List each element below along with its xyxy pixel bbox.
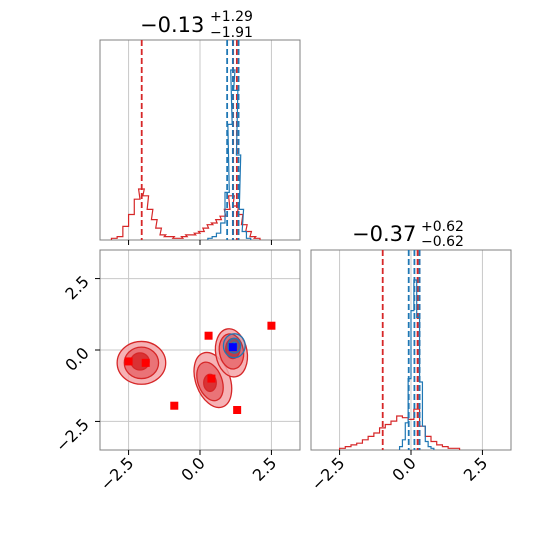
marker-square [141, 358, 150, 367]
histogram-panel-param-1 [99, 39, 301, 245]
x-tick-label: −2.5 [96, 453, 137, 494]
x-tick-label: 0.0 [388, 453, 419, 484]
hist-1-title-sub: −1.91 [210, 25, 253, 41]
hist-2-title-sup: +0.62 [421, 219, 464, 235]
x-tick-label: 0.0 [177, 453, 208, 484]
contour-panel-param-1-vs-2: −2.5 0.0 2.5 −2.5 0.0 2.5 [52, 249, 301, 494]
hist-2-title: −0.37 +0.62 −0.62 [352, 219, 464, 250]
marker-square [124, 357, 133, 366]
hist-1-title: −0.13 +1.29 −1.91 [140, 9, 253, 41]
marker-square [207, 374, 216, 383]
marker-square [204, 331, 213, 340]
y-tick-label: −2.5 [52, 415, 93, 456]
marker-square [233, 406, 242, 414]
histogram-panel-param-2: −2.5 0.0 2.5 [307, 249, 512, 494]
hist-1-title-sup: +1.29 [210, 9, 253, 25]
y-tick-label: 0.0 [61, 343, 92, 374]
series_a-histogram-step [398, 279, 435, 450]
marker-square [170, 401, 179, 410]
y-tick-label: 2.5 [61, 272, 92, 303]
series_b-histogram-step [338, 408, 461, 450]
x-tick-label: 2.5 [460, 453, 491, 484]
x-tick-label: 2.5 [249, 453, 280, 484]
marker-square [267, 321, 276, 330]
hist-2-title-sub: −0.62 [421, 234, 464, 250]
hist-1-title-base: −0.13 [140, 13, 204, 37]
hist-2-title-base: −0.37 [352, 222, 416, 246]
truth-marker [228, 343, 237, 352]
x-tick-label: −2.5 [307, 453, 348, 494]
series_a-histogram-step [207, 69, 252, 240]
